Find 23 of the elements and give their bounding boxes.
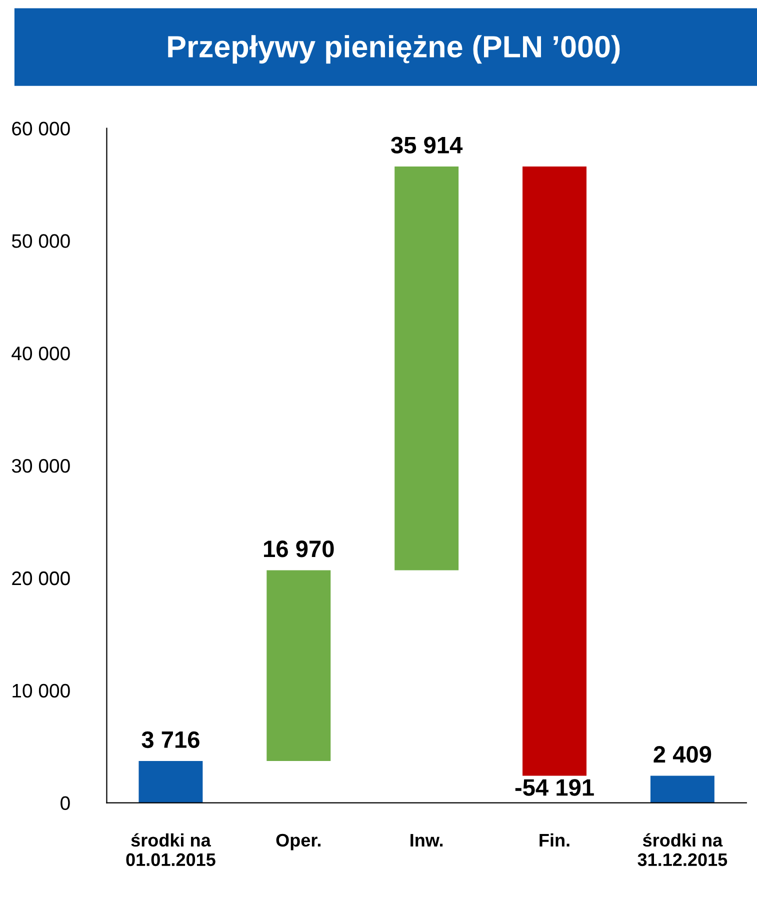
y-tick-label: 60 000 [12,122,70,136]
y-tick-label: 40 000 [12,346,70,360]
data-label: -54 191 [515,779,594,796]
data-label: 3 716 [142,731,200,748]
x-tick-label: środki na 01.01.2015 [126,833,216,866]
y-tick-label: 30 000 [12,459,70,473]
data-label: 2 409 [654,746,712,763]
bar [138,761,203,803]
y-tick-label: 50 000 [12,234,70,248]
x-tick-label: Oper. [276,834,320,850]
y-tick-label: 10 000 [12,684,70,698]
bar [650,776,714,803]
bar [522,166,586,776]
bar [266,570,331,762]
bar [394,166,459,570]
data-label: 16 970 [264,540,334,558]
x-tick-label: środki na 31.12.2015 [638,833,728,866]
y-tick-label: 0 [60,796,70,810]
x-tick-label: Inw. [410,834,443,846]
y-tick-label: 20 000 [12,571,70,586]
data-label: 35 914 [391,136,463,154]
x-tick-label: Fin. [540,833,570,846]
chart-title: Przepływy pieniężne (PLN ’000) [168,35,620,64]
